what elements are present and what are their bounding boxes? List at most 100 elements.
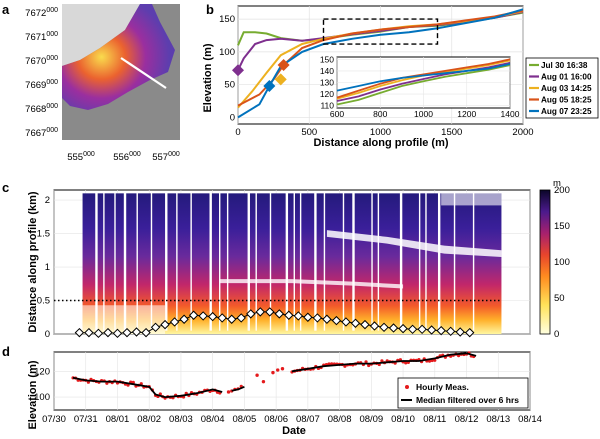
heatmap-y-tick-label: 0: [45, 329, 50, 340]
timeseries-x-tick-label: 07/31: [74, 414, 98, 425]
front-position-marker: [179, 314, 189, 324]
colorbar-tick-label: 0: [554, 329, 559, 340]
inset-x-tick-label: 1200: [457, 109, 476, 119]
heatmap-data-gap: [209, 192, 212, 331]
hourly-measurement-point: [404, 361, 408, 365]
front-position-marker: [274, 309, 285, 319]
heatmap-data-gap: [150, 192, 153, 331]
front-position-marker: [379, 322, 389, 333]
inset-y-tick-label: 120: [320, 89, 334, 99]
timeseries-x-axis-label: Date: [282, 425, 306, 437]
front-position-marker: [122, 327, 132, 338]
heatmap-data-gap: [165, 192, 168, 331]
map-y-tick-main: 7669: [25, 80, 46, 91]
front-position-marker: [150, 322, 161, 333]
timeseries-x-tick-label: 08/11: [423, 414, 446, 425]
heatmap-data-gap: [299, 192, 302, 331]
heatmap-data-gap: [190, 192, 192, 331]
front-position-marker: [265, 307, 275, 317]
heatmap-data-gap: [255, 192, 257, 331]
legend-entry-label: Hourly Meas.: [416, 382, 469, 392]
heatmap-data-gap: [103, 192, 105, 331]
heatmap-data-gap: [352, 192, 355, 331]
front-position-marker: [350, 318, 361, 328]
timeseries-legend-box: [397, 377, 529, 409]
front-position-marker: [293, 311, 304, 321]
profile-y-tick-label: 150: [219, 14, 235, 25]
map-y-tick-sup: 000: [46, 55, 58, 62]
hourly-measurement-point: [280, 367, 285, 371]
profile-x-axis-label: Distance along profile (m): [313, 137, 448, 149]
front-position-marker: [263, 79, 276, 92]
front-position-marker: [341, 317, 351, 327]
inset-x-tick-label: 1000: [414, 109, 433, 119]
front-position-marker: [207, 311, 218, 322]
map-y-tick-label: 7671000: [25, 31, 58, 43]
timeseries-legend: Hourly Meas. Median filtered over 6 hrs: [397, 377, 529, 409]
front-position-marker: [426, 325, 437, 335]
front-position-marker: [417, 324, 427, 335]
front-position-marker: [445, 326, 456, 337]
front-position-marker: [284, 310, 294, 320]
profile-x-tick-label: 0: [235, 127, 240, 138]
map-y-tick-main: 7667: [25, 128, 46, 139]
profile-x-tick-label: 1500: [441, 127, 462, 138]
front-position-marker: [236, 313, 246, 323]
front-position-marker: [277, 59, 290, 71]
heatmap-noise-band: [326, 230, 502, 257]
median-filtered-line: [72, 376, 223, 399]
map-y-tick-sup: 000: [46, 79, 58, 86]
heatmap-data-gap: [247, 192, 250, 331]
median-filtered-line: [291, 352, 477, 373]
map-y-tick-sup: 000: [46, 127, 58, 134]
front-position-marker: [369, 321, 380, 331]
heatmap-data-gap: [418, 192, 421, 331]
heatmap-data-gap: [437, 192, 441, 331]
inset-y-tick-label: 130: [320, 78, 334, 88]
hourly-measurement-point: [364, 360, 368, 364]
map-x-tick-sup: 000: [168, 151, 180, 158]
hourly-measurement-point: [226, 390, 231, 394]
heatmap-data-gap: [123, 192, 127, 331]
timeseries-x-tick-label: 08/08: [328, 414, 352, 425]
map-y-tick-main: 7672: [25, 8, 46, 19]
timeseries-x-tick-label: 08/05: [233, 414, 257, 425]
map-x-tick-main: 556: [113, 152, 129, 163]
panel-d: d 100 120 07/30 07/31 08/01 08/02 08/03 08/04 08…: [2, 344, 542, 437]
front-position-marker: [112, 328, 123, 339]
front-position-marker: [303, 312, 313, 322]
front-position-marker: [331, 315, 342, 326]
map-profile-line: [120, 57, 167, 89]
front-position-marker: [103, 327, 113, 338]
map-y-tick-main: 7671: [25, 32, 46, 43]
heatmap-data-gap: [377, 192, 380, 331]
elevation-timeseries-plot: 100 120 07/30 07/31 08/01 08/02 08/03 08/04 08/0…: [34, 351, 542, 425]
hourly-measurement-point: [271, 370, 275, 375]
map-x-tick-sup: 000: [83, 151, 95, 158]
front-position-marker: [232, 64, 244, 77]
timeseries-x-tick-label: 08/13: [486, 414, 510, 425]
legend-entry-label: Aug 07 23:25: [541, 107, 592, 116]
front-position-marker: [455, 327, 465, 337]
timeseries-y-tick-label: 120: [34, 366, 50, 377]
heatmap-data-gap: [314, 192, 317, 331]
hourly-measurement-point: [255, 373, 259, 377]
hourly-measurement-point: [380, 359, 384, 363]
colorbar-unit-label: m: [553, 178, 561, 189]
map-y-tick-label: 7670000: [25, 55, 58, 67]
front-position-marker: [246, 309, 256, 319]
front-position-marker: [160, 319, 170, 330]
map-x-tick-sup: 000: [129, 151, 141, 158]
front-position-marker: [84, 327, 94, 338]
map-y-tick-sup: 000: [46, 7, 58, 14]
front-position-marker: [407, 324, 418, 335]
heatmap-y-axis-label: Distance along profile (km): [27, 191, 39, 333]
heatmap-data-gap: [323, 192, 326, 331]
front-position-marker: [312, 313, 323, 323]
heatmap-data-gap: [176, 192, 178, 331]
front-position-marker: [226, 314, 237, 324]
inset-x-tick-label: 800: [373, 109, 387, 119]
front-position-marker: [74, 327, 85, 338]
profile-y-tick-label: 50: [224, 80, 235, 91]
heatmap-top-gap: [441, 192, 502, 206]
